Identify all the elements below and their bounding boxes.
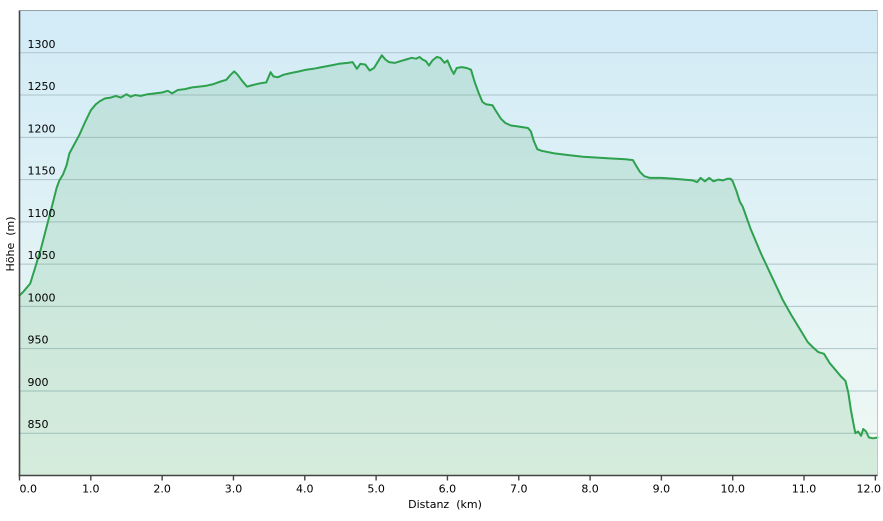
y-tick-label: 1000 xyxy=(28,291,56,304)
x-axis-title: Distanz (km) xyxy=(408,498,482,511)
x-tick-label: 12.0 xyxy=(857,483,882,496)
plot-area: 1300 1250 1200 1150 1100 1050 1000 950 900 850 0.0… xyxy=(18,10,882,496)
x-tick-label: 10.0 xyxy=(720,483,745,496)
x-tick-label: 3.0 xyxy=(225,483,243,496)
y-tick-label: 1200 xyxy=(28,122,56,135)
x-tick-label: 1.0 xyxy=(82,483,100,496)
y-tick-label: 1100 xyxy=(28,207,56,220)
elevation-line xyxy=(18,54,879,440)
y-tick-label: 1250 xyxy=(28,80,56,93)
x-tick-label: 5.0 xyxy=(367,483,385,496)
y-tick-label: 950 xyxy=(28,334,49,347)
y-tick-label: 1300 xyxy=(28,38,56,51)
x-tick-label: 8.0 xyxy=(581,483,599,496)
x-tick-label: 4.0 xyxy=(296,483,314,496)
plot-background xyxy=(19,10,878,476)
y-axis-title: Höhe (m) xyxy=(4,216,17,272)
x-tick-label: 11.0 xyxy=(792,483,817,496)
y-tick-label: 1050 xyxy=(28,249,56,262)
x-tick-label: 7.0 xyxy=(510,483,528,496)
x-tick-label: 2.0 xyxy=(153,483,171,496)
elevation-area xyxy=(19,55,878,476)
y-tick-label: 900 xyxy=(28,376,49,389)
x-tick-label: 6.0 xyxy=(439,483,457,496)
x-tick-label: 9.0 xyxy=(653,483,671,496)
y-tick-label: 850 xyxy=(28,418,49,431)
x-tick-label: 0.0 xyxy=(20,483,38,496)
y-tick-label: 1150 xyxy=(28,165,56,178)
